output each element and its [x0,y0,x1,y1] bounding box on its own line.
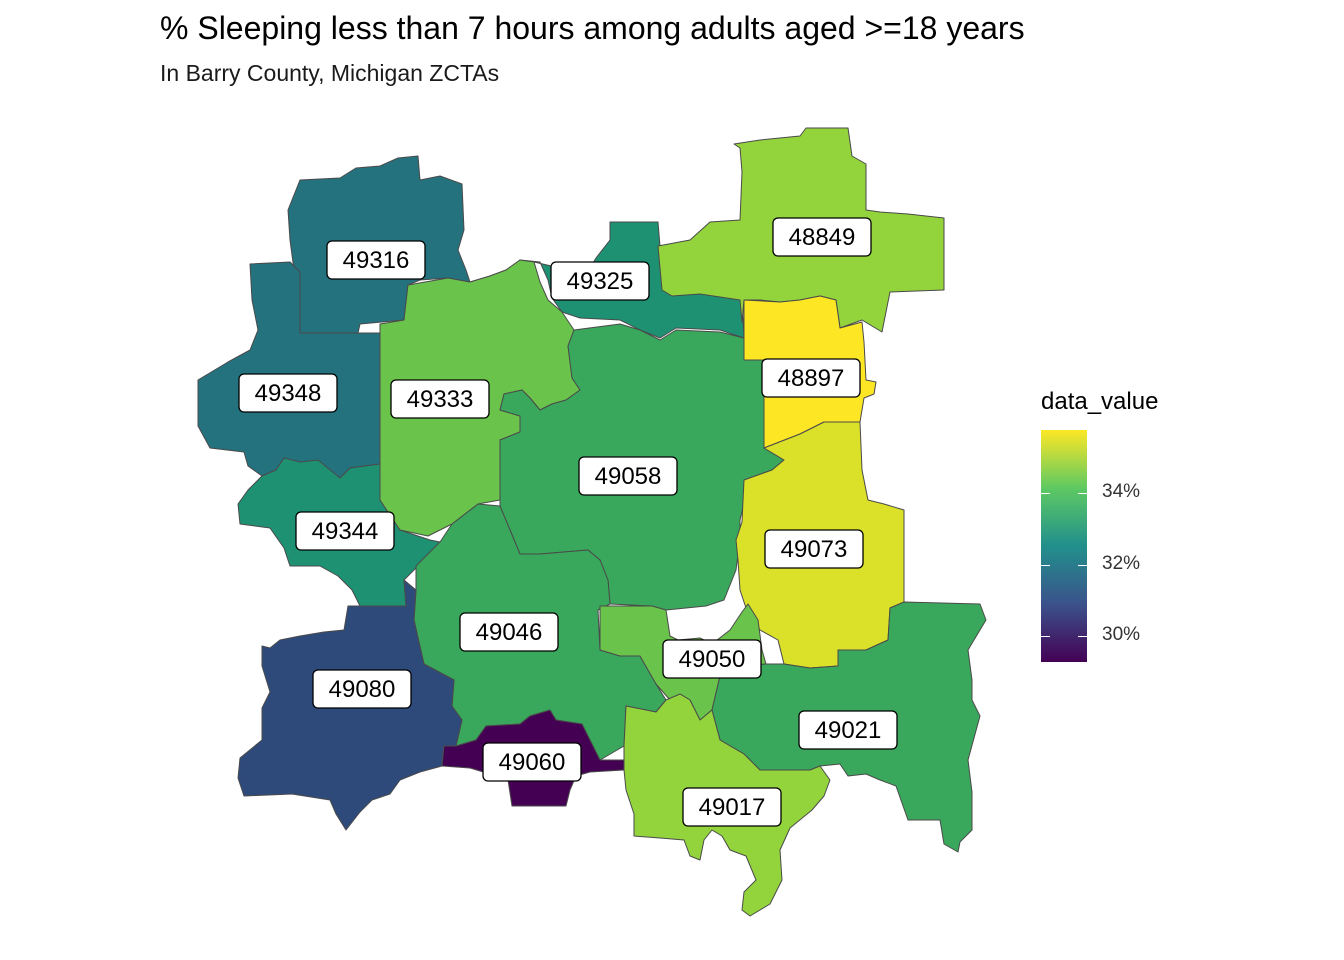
zcta-label-49021: 49021 [798,710,898,750]
zcta-label-49058: 49058 [578,456,678,496]
zcta-label-box [312,669,412,709]
zcta-label-box [459,612,559,652]
zcta-label-text: 49060 [499,749,566,776]
zcta-label-box [295,511,395,551]
legend-tick-mark [1078,493,1087,494]
zcta-label-text: 49080 [329,676,396,703]
zcta-label-box [238,373,338,413]
zcta-label-text: 49344 [312,518,379,545]
zcta-label-49073: 49073 [764,529,864,569]
zcta-label-box [764,529,864,569]
zcta-label-49316: 49316 [326,240,426,280]
legend-tick-mark [1078,636,1087,637]
zcta-label-text: 48849 [789,224,856,251]
zcta-label-text: 49316 [343,247,410,274]
legend-tick-mark [1041,565,1050,566]
zcta-label-text: 49058 [595,463,662,490]
zcta-label-text: 48897 [778,365,845,392]
zcta-label-49325: 49325 [550,261,650,301]
zcta-label-text: 49333 [407,386,474,413]
map-subtitle: In Barry County, Michigan ZCTAs [160,60,500,86]
legend-tick-mark [1041,636,1050,637]
zcta-label-text: 49017 [699,794,766,821]
zcta-label-box [798,710,898,750]
legend-tick-label: 32% [1102,553,1141,574]
zcta-label-box [761,358,861,398]
zcta-label-49344: 49344 [295,511,395,551]
zcta-label-text: 49348 [255,380,322,407]
zcta-label-text: 49073 [781,536,848,563]
legend-tick-label: 34% [1102,481,1141,502]
zcta-label-49348: 49348 [238,373,338,413]
zcta-label-49333: 49333 [390,379,490,419]
map-title: % Sleeping less than 7 hours among adult… [160,10,1025,46]
zcta-label-box [326,240,426,280]
zcta-label-49050: 49050 [662,639,762,679]
zcta-label-text: 49021 [815,717,882,744]
zcta-label-text: 49325 [567,268,634,295]
zcta-label-48849: 48849 [772,217,872,257]
zcta-label-text: 49050 [679,646,746,673]
zcta-label-text: 49046 [476,619,543,646]
zcta-label-box [662,639,762,679]
zcta-label-48897: 48897 [761,358,861,398]
zcta-label-49060: 49060 [482,742,582,782]
zcta-label-box [390,379,490,419]
legend-tick-label: 30% [1102,624,1141,645]
zcta-label-box [772,217,872,257]
legend-tick-mark [1041,493,1050,494]
legend-colorbar [1041,430,1087,662]
zcta-label-box [682,787,782,827]
zcta-label-49080: 49080 [312,669,412,709]
zcta-label-49046: 49046 [459,612,559,652]
legend-title: data_value [1041,388,1159,415]
zcta-label-box [482,742,582,782]
legend-tick-mark [1078,565,1087,566]
zcta-label-49017: 49017 [682,787,782,827]
zcta-label-box [550,261,650,301]
zcta-label-box [578,456,678,496]
